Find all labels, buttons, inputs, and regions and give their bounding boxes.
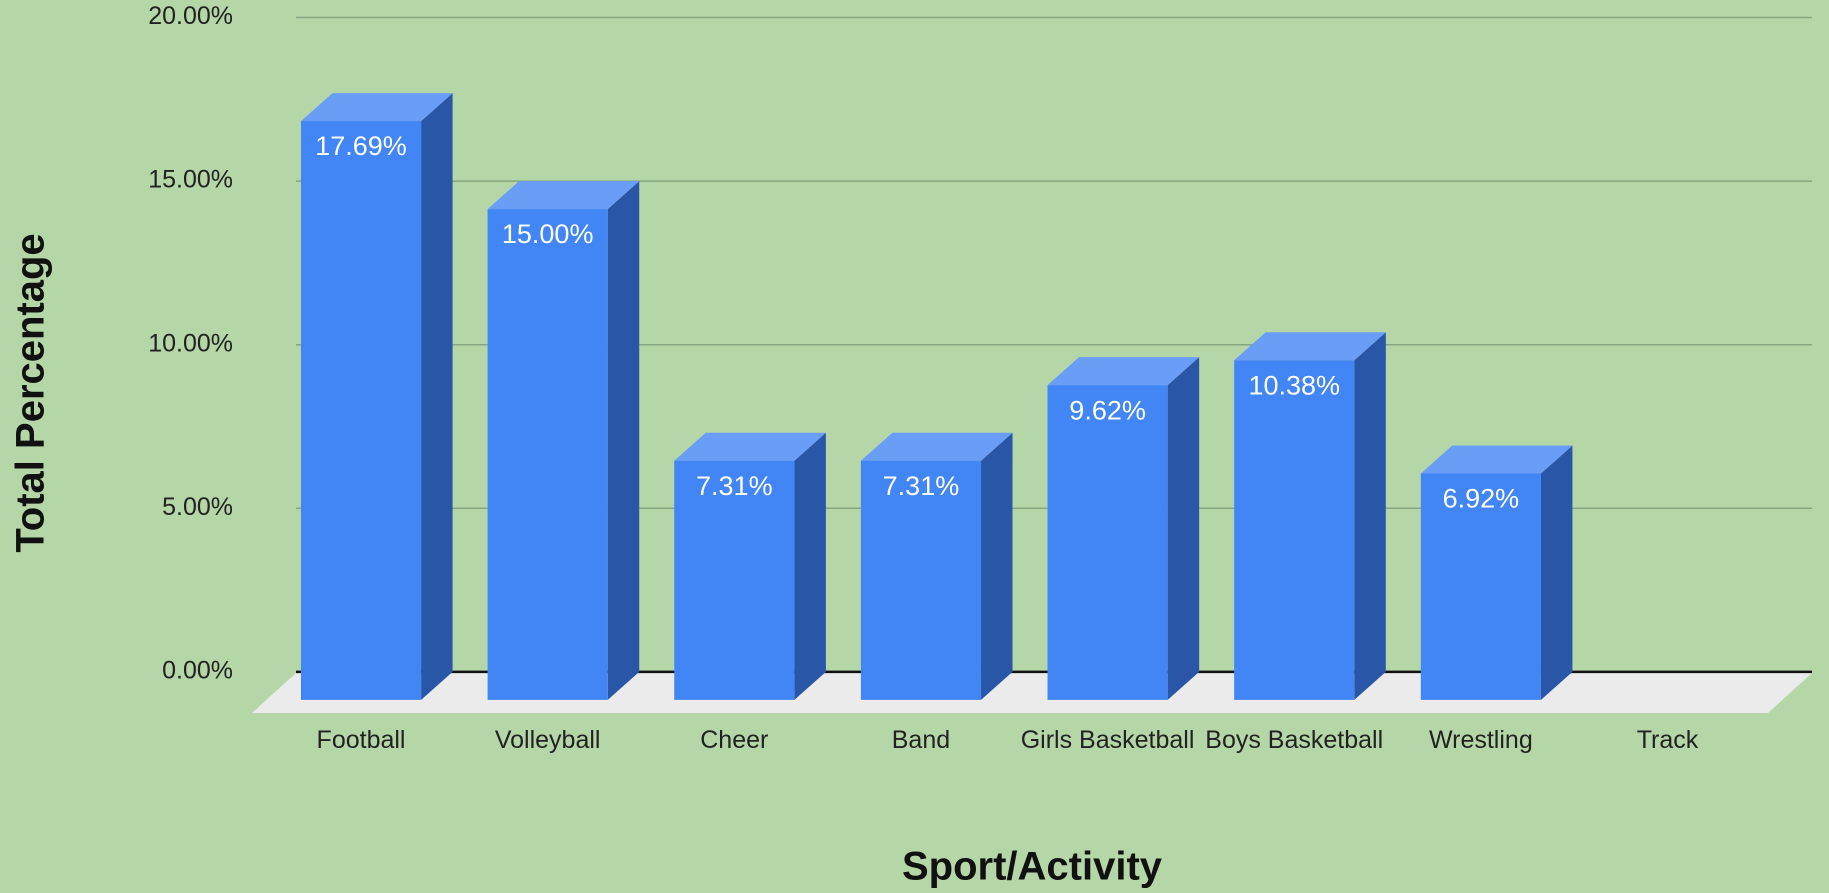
x-tick-label: Girls Basketball (1020, 726, 1195, 754)
bar-side (794, 432, 826, 700)
bar-side (1167, 357, 1200, 700)
x-axis-title: Sport/Activity (902, 845, 1163, 889)
value-label: 10.38% (1248, 370, 1340, 400)
x-tick-label: Boys Basketball (1205, 726, 1384, 754)
bar (860, 460, 982, 700)
bar (674, 460, 795, 700)
x-tick-label: Wrestling (1428, 726, 1533, 754)
x-tick-label: Football (316, 726, 406, 754)
y-tick-label: 15.00% (148, 166, 233, 194)
x-tick-label: Track (1636, 726, 1699, 754)
value-label: 17.69% (315, 131, 407, 161)
x-tick-label: Cheer (700, 726, 769, 754)
bar-top (674, 432, 826, 461)
y-tick-label: 0.00% (162, 657, 233, 685)
value-label: 9.62% (1069, 395, 1146, 425)
y-tick-label: 10.00% (148, 329, 233, 357)
y-axis-title: Total Percentage (9, 233, 53, 552)
floor (252, 673, 1812, 713)
y-tick-label: 5.00% (162, 493, 233, 521)
x-tick-label: Band (891, 726, 951, 754)
bar-top (860, 432, 1013, 461)
x-tick-label: Volleyball (494, 726, 601, 754)
bar (1420, 473, 1541, 700)
bar-side (421, 93, 453, 700)
bar-side (981, 432, 1013, 700)
bar-top (487, 181, 640, 210)
bar-side (1540, 445, 1573, 700)
bar-top (1420, 445, 1573, 474)
bar-top (300, 93, 453, 122)
y-tick-label: 20.00% (148, 2, 233, 30)
bar-top (1234, 332, 1386, 361)
bar (1047, 385, 1168, 700)
bar-side (607, 181, 640, 700)
value-label: 6.92% (1443, 484, 1520, 514)
bar (1234, 360, 1355, 700)
bar (300, 121, 422, 700)
bar-side (1354, 332, 1386, 700)
value-label: 15.00% (502, 219, 594, 249)
bar-top (1047, 357, 1200, 386)
bar (487, 209, 608, 700)
value-label: 7.31% (883, 471, 960, 501)
value-label: 7.31% (696, 471, 773, 501)
